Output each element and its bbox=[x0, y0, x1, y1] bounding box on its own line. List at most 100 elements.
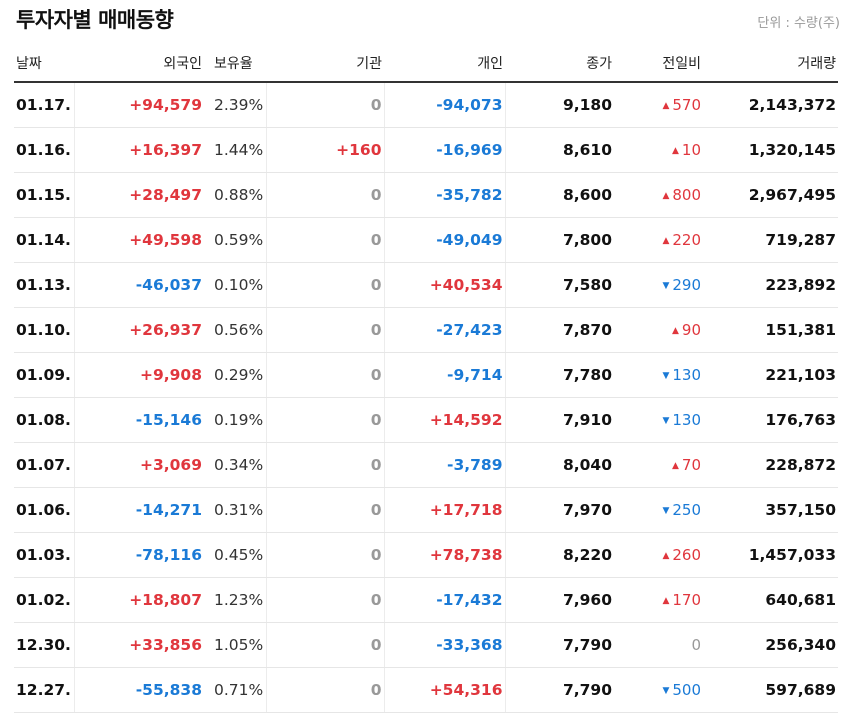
volume-cell: 719,287 bbox=[703, 217, 838, 263]
date-cell: 01.06. bbox=[14, 487, 75, 533]
individual-net-cell: +40,534 bbox=[384, 262, 506, 308]
volume-cell: 223,892 bbox=[703, 262, 838, 308]
volume-cell: 2,143,372 bbox=[703, 82, 838, 128]
col-header-volume: 거래량 bbox=[703, 44, 838, 83]
triangle-up-icon: ▲ bbox=[671, 461, 679, 471]
change-value: 130 bbox=[672, 366, 701, 384]
institution-net-cell: 0 bbox=[266, 172, 385, 218]
institution-net-cell: 0 bbox=[266, 622, 385, 668]
date-cell: 01.03. bbox=[14, 532, 75, 578]
individual-net-cell: +17,718 bbox=[384, 487, 506, 533]
triangle-up-icon: ▲ bbox=[671, 146, 679, 156]
change-value: 90 bbox=[681, 321, 701, 339]
close-price-cell: 7,910 bbox=[505, 397, 614, 443]
table-row: 01.06. -14,271 0.31% 0 +17,718 7,970 ▼ 250 357,1… bbox=[14, 487, 838, 533]
individual-net-cell: -35,782 bbox=[384, 172, 506, 218]
change-value: 10 bbox=[681, 141, 701, 159]
holding-ratio-cell: 0.88% bbox=[204, 172, 267, 218]
holding-ratio-cell: 0.45% bbox=[204, 532, 267, 578]
change-cell: ▲ 260 bbox=[614, 532, 703, 578]
institution-net-cell: 0 bbox=[266, 667, 385, 713]
close-price-cell: 7,580 bbox=[505, 262, 614, 308]
triangle-up-icon: ▲ bbox=[662, 596, 670, 606]
holding-ratio-cell: 1.05% bbox=[204, 622, 267, 668]
foreign-net-cell: +3,069 bbox=[74, 442, 204, 488]
individual-net-cell: -3,789 bbox=[384, 442, 506, 488]
volume-cell: 640,681 bbox=[703, 577, 838, 623]
date-cell: 01.09. bbox=[14, 352, 75, 398]
change-value: 260 bbox=[672, 546, 701, 564]
institution-net-cell: 0 bbox=[266, 442, 385, 488]
date-cell: 01.10. bbox=[14, 307, 75, 353]
holding-ratio-cell: 0.56% bbox=[204, 307, 267, 353]
triangle-down-icon: ▼ bbox=[662, 416, 670, 426]
col-header-change: 전일비 bbox=[614, 44, 703, 83]
change-cell: ▲ 800 bbox=[614, 172, 703, 218]
volume-cell: 1,457,033 bbox=[703, 532, 838, 578]
date-cell: 01.07. bbox=[14, 442, 75, 488]
close-price-cell: 7,790 bbox=[505, 667, 614, 713]
volume-cell: 2,967,495 bbox=[703, 172, 838, 218]
change-cell: ▼ 500 bbox=[614, 667, 703, 713]
foreign-net-cell: +33,856 bbox=[74, 622, 204, 668]
close-price-cell: 7,780 bbox=[505, 352, 614, 398]
close-price-cell: 7,970 bbox=[505, 487, 614, 533]
change-cell: ▲ 70 bbox=[614, 442, 703, 488]
foreign-net-cell: -55,838 bbox=[74, 667, 204, 713]
volume-cell: 221,103 bbox=[703, 352, 838, 398]
date-cell: 01.08. bbox=[14, 397, 75, 443]
individual-net-cell: +14,592 bbox=[384, 397, 506, 443]
triangle-down-icon: ▼ bbox=[662, 686, 670, 696]
holding-ratio-cell: 2.39% bbox=[204, 82, 267, 128]
foreign-net-cell: +16,397 bbox=[74, 127, 204, 173]
change-cell: ▼ 250 bbox=[614, 487, 703, 533]
close-price-cell: 8,600 bbox=[505, 172, 614, 218]
individual-net-cell: +78,738 bbox=[384, 532, 506, 578]
foreign-net-cell: +49,598 bbox=[74, 217, 204, 263]
triangle-down-icon: ▼ bbox=[662, 371, 670, 381]
foreign-net-cell: -14,271 bbox=[74, 487, 204, 533]
individual-net-cell: -49,049 bbox=[384, 217, 506, 263]
change-cell: ▲ 220 bbox=[614, 217, 703, 263]
table-row: 01.14. +49,598 0.59% 0 -49,049 7,800 ▲ 220 719,2… bbox=[14, 217, 838, 263]
change-cell: ▼ 130 bbox=[614, 352, 703, 398]
holding-ratio-cell: 0.34% bbox=[204, 442, 267, 488]
foreign-net-cell: +9,908 bbox=[74, 352, 204, 398]
date-cell: 01.17. bbox=[14, 82, 75, 128]
triangle-up-icon: ▲ bbox=[662, 101, 670, 111]
holding-ratio-cell: 1.23% bbox=[204, 577, 267, 623]
volume-cell: 151,381 bbox=[703, 307, 838, 353]
date-cell: 01.02. bbox=[14, 577, 75, 623]
close-price-cell: 8,040 bbox=[505, 442, 614, 488]
close-price-cell: 7,800 bbox=[505, 217, 614, 263]
change-cell: ▲ 170 bbox=[614, 577, 703, 623]
holding-ratio-cell: 0.31% bbox=[204, 487, 267, 533]
table-body: 01.17. +94,579 2.39% 0 -94,073 9,180 ▲ 570 2,143… bbox=[14, 82, 838, 713]
change-value: 250 bbox=[672, 501, 701, 519]
individual-net-cell: -27,423 bbox=[384, 307, 506, 353]
change-value: 500 bbox=[672, 681, 701, 699]
institution-net-cell: 0 bbox=[266, 307, 385, 353]
individual-net-cell: -16,969 bbox=[384, 127, 506, 173]
date-cell: 12.27. bbox=[14, 667, 75, 713]
page-title: 투자자별 매매동향 bbox=[16, 8, 174, 32]
date-cell: 01.13. bbox=[14, 262, 75, 308]
institution-net-cell: 0 bbox=[266, 577, 385, 623]
table-row: 01.07. +3,069 0.34% 0 -3,789 8,040 ▲ 70 228,872 bbox=[14, 442, 838, 488]
institution-net-cell: 0 bbox=[266, 397, 385, 443]
change-cell: ▲ 570 bbox=[614, 82, 703, 128]
change-value: 800 bbox=[672, 186, 701, 204]
holding-ratio-cell: 1.44% bbox=[204, 127, 267, 173]
col-header-holding: 보유율 bbox=[204, 44, 266, 83]
triangle-up-icon: ▲ bbox=[671, 326, 679, 336]
table-row: 01.08. -15,146 0.19% 0 +14,592 7,910 ▼ 130 176,7… bbox=[14, 397, 838, 443]
table-row: 01.13. -46,037 0.10% 0 +40,534 7,580 ▼ 290 223,8… bbox=[14, 262, 838, 308]
table-row: 12.30. +33,856 1.05% 0 -33,368 7,790 0 256,340 bbox=[14, 622, 838, 668]
volume-cell: 597,689 bbox=[703, 667, 838, 713]
close-price-cell: 7,960 bbox=[505, 577, 614, 623]
close-price-cell: 7,870 bbox=[505, 307, 614, 353]
table-row: 01.02. +18,807 1.23% 0 -17,432 7,960 ▲ 170 640,6… bbox=[14, 577, 838, 623]
individual-net-cell: -17,432 bbox=[384, 577, 506, 623]
date-cell: 12.30. bbox=[14, 622, 75, 668]
holding-ratio-cell: 0.71% bbox=[204, 667, 267, 713]
